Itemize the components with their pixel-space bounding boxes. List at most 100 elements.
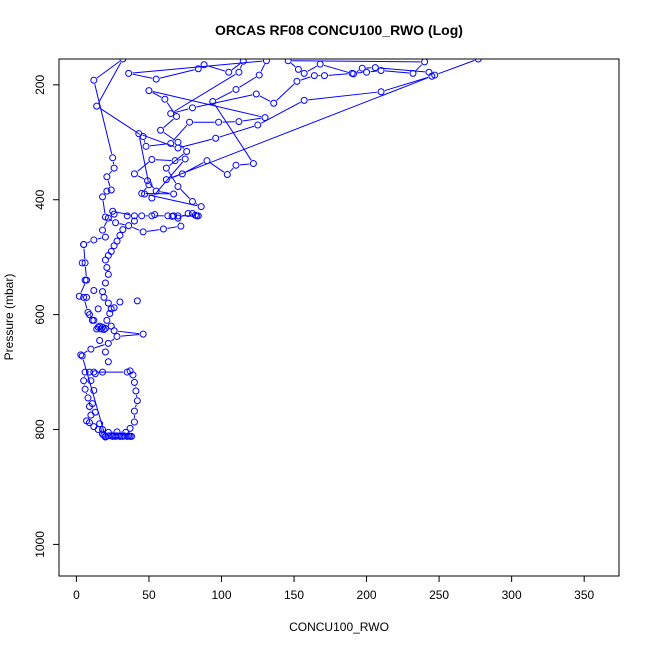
data-point <box>421 59 429 66</box>
series-segment <box>196 94 253 108</box>
data-point <box>358 64 366 72</box>
data-point <box>81 259 89 267</box>
data-point <box>81 276 89 284</box>
series-segment <box>207 65 226 72</box>
data-point <box>125 222 133 230</box>
data-point <box>212 134 220 142</box>
data-point <box>99 226 107 234</box>
series-segment <box>415 64 423 71</box>
series-segment <box>181 138 212 148</box>
data-point <box>197 203 205 211</box>
data-point <box>116 231 124 239</box>
x-tick-label: 350 <box>574 588 594 602</box>
series-segment <box>229 167 234 172</box>
data-point <box>225 68 233 76</box>
data-point <box>183 147 191 155</box>
data-point <box>135 130 143 138</box>
series-segment <box>292 60 421 63</box>
data-point <box>193 212 201 220</box>
series-segment <box>276 83 295 101</box>
data-point <box>235 68 243 76</box>
y-axis: 200 400 600 800 1000 <box>33 75 59 558</box>
data-point <box>90 76 98 84</box>
data-point <box>119 59 127 63</box>
data-point <box>178 170 186 178</box>
data-point <box>103 316 111 324</box>
data-point <box>284 59 292 65</box>
data-point <box>81 368 89 376</box>
series-segment <box>163 118 174 128</box>
series-segment <box>143 140 146 143</box>
series-segment <box>142 134 175 148</box>
data-point <box>130 217 138 225</box>
data-point <box>184 210 192 218</box>
data-point <box>130 407 138 415</box>
data-point <box>139 228 147 236</box>
x-tick-label: 200 <box>357 588 377 602</box>
data-point <box>99 368 107 376</box>
series-segment <box>94 344 105 349</box>
data-point <box>300 96 308 104</box>
data-point <box>239 59 247 65</box>
data-point <box>90 423 98 431</box>
data-point <box>88 400 96 408</box>
data-point <box>100 293 108 301</box>
data-point <box>162 176 170 184</box>
data-point <box>209 98 217 106</box>
series-segment <box>384 76 429 92</box>
data-point <box>186 118 194 126</box>
series-segment <box>120 334 140 337</box>
y-tick-label: 800 <box>33 419 47 439</box>
data-point <box>106 309 114 317</box>
data-point <box>107 247 115 255</box>
data-point <box>83 293 91 301</box>
data-point <box>235 118 243 126</box>
series-segment <box>149 143 167 147</box>
data-point <box>101 213 109 221</box>
data-point <box>425 68 433 76</box>
data-point <box>255 71 263 79</box>
data-point <box>148 156 156 164</box>
data-point <box>174 183 182 191</box>
data-point <box>112 219 120 227</box>
data-point <box>177 222 185 230</box>
series-segment <box>307 65 317 72</box>
data-point <box>409 69 417 77</box>
data-point <box>431 71 439 79</box>
data-point <box>363 68 371 76</box>
series-segment <box>147 229 160 232</box>
data-point <box>123 368 131 376</box>
data-point <box>159 225 167 233</box>
series-segment <box>152 91 262 118</box>
data-point <box>170 190 178 198</box>
series-segment <box>185 162 204 173</box>
data-point <box>293 77 301 85</box>
data-point <box>141 190 149 198</box>
data-point <box>90 287 98 295</box>
data-point <box>130 212 138 220</box>
series-segment <box>290 62 296 68</box>
series-segment <box>259 95 271 102</box>
data-point <box>125 69 133 77</box>
data-point <box>249 160 257 168</box>
data-point <box>94 323 102 331</box>
series-segment <box>181 214 185 217</box>
data-point <box>254 121 262 129</box>
series-segment <box>356 69 360 73</box>
series-segment <box>119 223 125 226</box>
data-point <box>80 293 88 301</box>
data-point <box>203 157 211 165</box>
y-tick-label: 600 <box>33 304 47 324</box>
series-segment <box>118 330 140 335</box>
series-segment <box>169 174 179 179</box>
series-segment <box>173 73 236 112</box>
data-point <box>96 420 104 428</box>
series-segment <box>152 92 162 98</box>
data-point <box>90 236 98 244</box>
series-segment <box>239 163 250 166</box>
series-segment <box>132 73 153 79</box>
data-point <box>232 161 240 169</box>
data-point <box>474 59 482 63</box>
series-segment <box>103 221 108 227</box>
